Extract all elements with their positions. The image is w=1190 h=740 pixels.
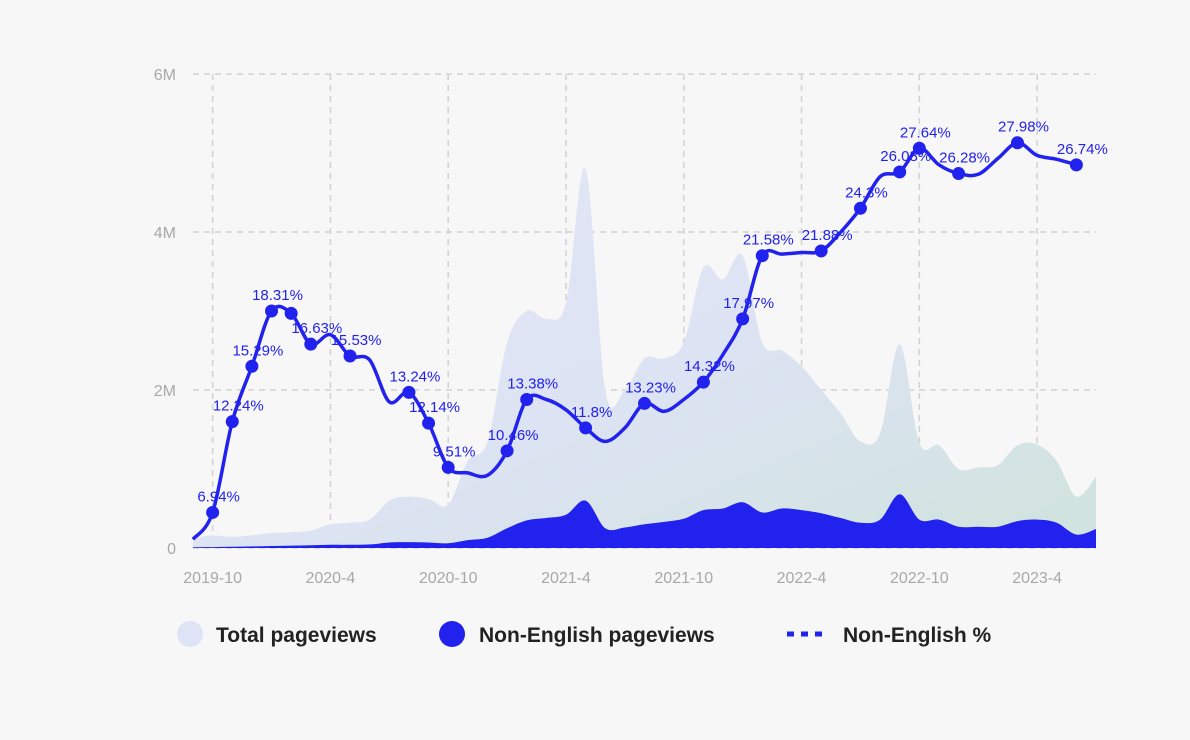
percent-point <box>500 444 514 458</box>
percent-point <box>1069 158 1083 172</box>
percent-label: 13.38% <box>507 375 558 392</box>
percent-label: 18.31% <box>252 287 303 304</box>
percent-label: 12.24% <box>213 398 264 415</box>
percent-point <box>952 167 966 181</box>
y-tick-label: 0 <box>167 541 176 558</box>
percent-label: 21.88% <box>802 227 853 244</box>
non-english-percent-line <box>191 140 1077 541</box>
percent-point <box>814 244 828 258</box>
x-tick-label: 2021-10 <box>654 570 713 587</box>
percent-point <box>755 249 769 263</box>
x-tick-label: 2019-10 <box>183 570 242 587</box>
percent-label: 12.14% <box>409 399 460 416</box>
y-tick-label: 4M <box>154 225 176 242</box>
percent-point <box>304 337 318 351</box>
percent-label: 17.97% <box>723 295 774 312</box>
percent-point <box>225 415 239 429</box>
x-tick-label: 2020-4 <box>305 570 355 587</box>
percent-label: 13.24% <box>389 368 440 385</box>
percent-label: 27.98% <box>998 119 1049 136</box>
legend-item[interactable]: Non-English pageviews <box>439 621 715 647</box>
percent-point <box>579 421 593 435</box>
x-tick-label: 2022-10 <box>890 570 949 587</box>
legend-item[interactable]: Non-English % <box>787 624 991 647</box>
percent-point <box>422 416 436 430</box>
percent-label: 10.46% <box>488 427 539 444</box>
percent-label: 16.63% <box>291 320 342 337</box>
percent-point <box>520 392 534 406</box>
percent-point <box>284 306 298 320</box>
percent-label: 26.28% <box>939 150 990 167</box>
percent-point <box>343 349 357 363</box>
percent-label: 24.3% <box>845 184 888 201</box>
non-english-pageviews-area <box>193 494 1096 548</box>
percent-label: 15.53% <box>331 332 382 349</box>
legend-label: Total pageviews <box>216 624 377 647</box>
percent-label: 26.74% <box>1057 141 1108 158</box>
areas <box>193 167 1096 548</box>
x-tick-label: 2021-4 <box>541 570 591 587</box>
percent-point <box>853 201 867 215</box>
percent-point <box>245 359 259 373</box>
y-tick-label: 6M <box>154 67 176 84</box>
percent-point <box>912 141 926 155</box>
percent-label: 21.58% <box>743 232 794 249</box>
percent-point <box>441 460 455 474</box>
percent-point <box>893 165 907 179</box>
percent-point <box>696 375 710 389</box>
percent-point <box>402 385 416 399</box>
percent-point <box>736 312 750 326</box>
percent-labels: 6.94% 12.24% 15.29% 18.31% 16.63%15.53% 13.24… <box>197 119 1108 519</box>
total-pageviews-area <box>193 167 1096 548</box>
legend-marker-circle <box>177 621 203 647</box>
y-tick-label: 2M <box>154 383 176 400</box>
legend-item[interactable]: Total pageviews <box>177 621 377 647</box>
percent-label: 13.23% <box>625 379 676 396</box>
percent-label: 6.94% <box>197 488 240 505</box>
x-tick-label: 2022-4 <box>777 570 827 587</box>
percent-line <box>191 140 1077 541</box>
x-tick-label: 2020-10 <box>419 570 478 587</box>
percent-label: 11.8% <box>571 404 612 421</box>
x-tick-label: 2023-4 <box>1012 570 1062 587</box>
percent-point <box>265 304 279 318</box>
axis-labels: 0 2M 4M 6M 2019-10 2020-4 2020-10 2021-4 2021-10… <box>154 67 1062 587</box>
percent-label: 14.32% <box>684 358 735 375</box>
legend-label: Non-English % <box>843 624 991 647</box>
percent-label: 15.29% <box>232 342 283 359</box>
legend-marker-circle <box>439 621 465 647</box>
percent-label: 9.51% <box>433 443 476 460</box>
legend-label: Non-English pageviews <box>479 624 715 647</box>
percent-label: 27.64% <box>900 124 951 141</box>
percent-point <box>1010 136 1024 150</box>
percent-point <box>206 505 220 519</box>
legend: Total pageviews Non-English pageviews Non-… <box>177 621 991 647</box>
percent-point <box>638 396 651 410</box>
